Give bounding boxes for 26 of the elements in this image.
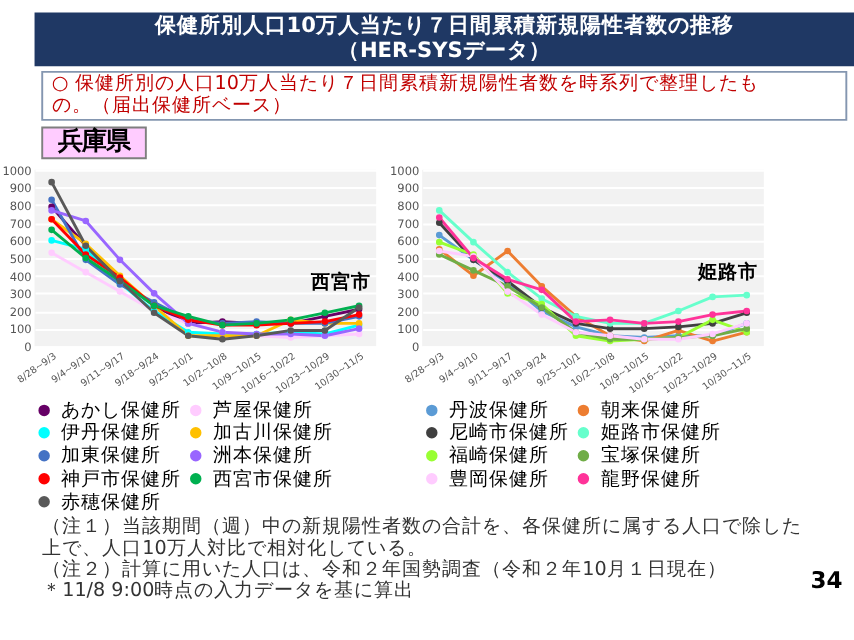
text: （注１）当該期間（週）中の新規陽性者数の合計を、各保健所に属する人口で除した上で、人口10万人対比で相対化している。 xyxy=(42,514,803,560)
annotation: 姫路市 xyxy=(696,259,759,284)
legend-label: 豊岡保健所 xyxy=(449,466,550,491)
legend-label: 加東保健所 xyxy=(61,443,162,468)
text: 保健所別人口10万人当たり７日間累積新規陽性者数の推移（HER-SYSデータ） xyxy=(152,11,734,63)
legend-label: あかし保健所 xyxy=(61,398,182,423)
text: 兵庫県 xyxy=(56,124,133,155)
chart-subtitle: ○ 保健所別の人口10万人当たり７日間累積新規陽性者数を時系列で整理したもの。（届出保健所ベース） xyxy=(51,71,759,118)
legend-label: 福崎保健所 xyxy=(449,443,550,468)
legend-label: 姫路市保健所 xyxy=(600,420,721,445)
legend-label: 赤穂保健所 xyxy=(61,489,162,514)
legend-label: 加古川保健所 xyxy=(213,420,334,445)
legend-label: 洲本保健所 xyxy=(213,443,314,468)
text: （注２）計算に用いた人口は、令和２年国勢調査（令和２年10月１日現在） xyxy=(42,556,727,581)
text: ＊11/8 9:00時点の入力データを基に算出 xyxy=(42,577,415,602)
legend-label: 西宮市保健所 xyxy=(213,466,334,491)
legend-label: 龍野保健所 xyxy=(600,466,701,491)
legend-label: 神戸市保健所 xyxy=(61,466,182,491)
legend-label: 芦屋保健所 xyxy=(213,398,314,423)
legend-label: 宝塚保健所 xyxy=(600,443,701,468)
legend-label: 伊丹保健所 xyxy=(61,420,162,445)
legend-label: 丹波保健所 xyxy=(449,398,550,423)
annotation: 西宮市 xyxy=(308,270,371,295)
legend-label: 尼崎市保健所 xyxy=(449,420,570,445)
legend-label: 朝来保健所 xyxy=(600,398,701,423)
text: 34 xyxy=(810,566,843,595)
